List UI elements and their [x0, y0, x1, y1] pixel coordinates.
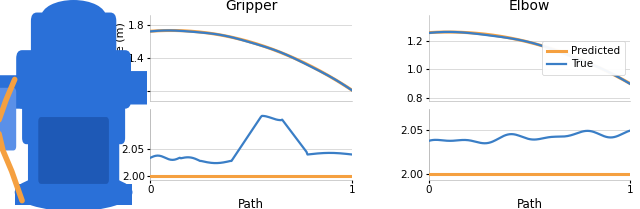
Title: Gripper: Gripper	[225, 0, 277, 13]
True	[611, 74, 618, 76]
Title: Elbow: Elbow	[509, 0, 550, 13]
Y-axis label: Std. Dev. (cm): Std. Dev. (cm)	[109, 104, 119, 184]
Predicted	[611, 74, 618, 76]
FancyBboxPatch shape	[16, 50, 131, 109]
Legend: Predicted, True: Predicted, True	[541, 41, 625, 75]
X-axis label: Path: Path	[516, 198, 543, 209]
FancyBboxPatch shape	[28, 123, 119, 199]
Y-axis label: Distance (m): Distance (m)	[115, 22, 125, 94]
Ellipse shape	[41, 0, 106, 33]
Predicted	[463, 31, 471, 34]
Predicted	[627, 83, 634, 85]
True	[463, 32, 471, 34]
True	[433, 31, 441, 33]
Bar	[15, 184, 132, 205]
X-axis label: Path: Path	[238, 198, 264, 209]
Predicted	[618, 78, 625, 80]
FancyBboxPatch shape	[0, 75, 29, 109]
FancyBboxPatch shape	[31, 13, 116, 75]
Line: True: True	[429, 32, 630, 84]
Predicted	[437, 31, 445, 33]
True	[618, 78, 625, 80]
FancyBboxPatch shape	[0, 88, 16, 150]
True	[425, 32, 433, 34]
Predicted	[433, 31, 441, 33]
True	[479, 33, 487, 36]
Predicted	[444, 31, 452, 33]
FancyBboxPatch shape	[22, 86, 125, 144]
Predicted	[479, 33, 487, 35]
True	[437, 31, 445, 33]
Line: Predicted: Predicted	[429, 32, 630, 84]
FancyBboxPatch shape	[38, 117, 109, 184]
True	[627, 83, 634, 85]
FancyBboxPatch shape	[118, 71, 150, 104]
Ellipse shape	[15, 173, 132, 209]
True	[445, 31, 453, 33]
Predicted	[425, 31, 433, 34]
